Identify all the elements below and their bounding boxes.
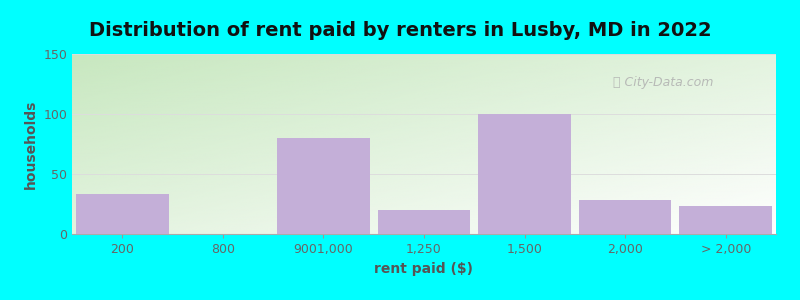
Y-axis label: households: households	[24, 99, 38, 189]
Bar	[378, 210, 470, 234]
Bar	[277, 138, 370, 234]
Bar	[76, 194, 169, 234]
Bar	[579, 200, 671, 234]
Text: Distribution of rent paid by renters in Lusby, MD in 2022: Distribution of rent paid by renters in …	[89, 21, 711, 40]
Bar	[679, 206, 772, 234]
Bar	[478, 114, 571, 234]
Text: ⓘ City-Data.com: ⓘ City-Data.com	[613, 76, 714, 88]
X-axis label: rent paid ($): rent paid ($)	[374, 262, 474, 276]
